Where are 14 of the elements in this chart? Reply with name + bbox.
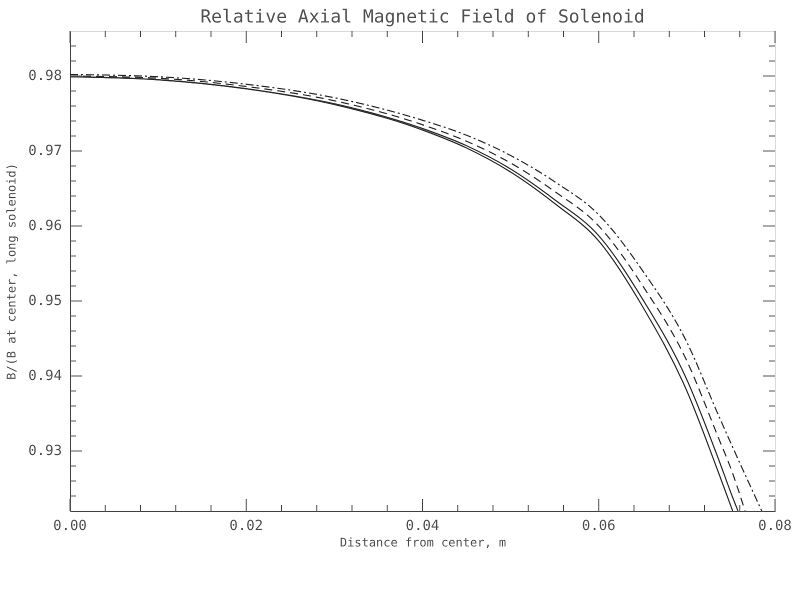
y-tick-label: 0.97 [28, 143, 62, 159]
y-tick-label: 0.95 [28, 293, 62, 309]
x-tick-label: 0.02 [229, 518, 264, 534]
chart-title: Relative Axial Magnetic Field of Solenoid [200, 6, 645, 28]
text: 0.00 [53, 518, 87, 534]
y-tick-label: 0.93 [28, 443, 62, 459]
y-axis-title: B/(B at center, long solenoid) [4, 163, 18, 380]
x-axis-title: Distance from center, m [340, 536, 506, 550]
y-tick-label: 0.94 [28, 368, 62, 384]
y-tick-label: 0.98 [28, 68, 62, 84]
x-tick-label: 0.06 [582, 518, 616, 534]
y-tick-label: 0.96 [28, 218, 62, 234]
x-tick-label: 0.08 [758, 518, 792, 534]
x-tick-label: 0.04 [406, 518, 440, 534]
